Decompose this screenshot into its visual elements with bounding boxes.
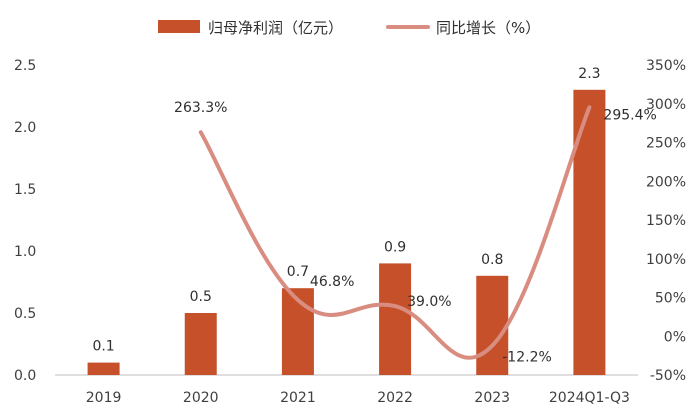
x-tick-label: 2023 <box>474 390 510 406</box>
legend: 归母净利润（亿元） 同比增长（%） <box>158 19 540 37</box>
growth-line <box>198 105 592 360</box>
left-tick-label: 0.5 <box>14 306 36 322</box>
left-tick-label: 0.0 <box>14 368 36 384</box>
x-tick-label: 2020 <box>183 390 219 406</box>
right-tick-label: 0% <box>664 329 686 345</box>
left-tick-label: 1.5 <box>14 182 36 198</box>
bar-series <box>87 89 606 376</box>
right-tick-label: 50% <box>655 291 686 307</box>
growth-value-label: 46.8% <box>310 274 354 290</box>
right-tick-label: 200% <box>646 174 686 190</box>
bar <box>281 288 314 375</box>
bar-value-label: 0.5 <box>190 289 212 305</box>
x-tick-label: 2022 <box>377 390 413 406</box>
x-tick-label: 2019 <box>86 390 122 406</box>
x-tick-label: 2021 <box>280 390 316 406</box>
right-tick-label: 100% <box>646 252 686 268</box>
bar-value-label: 0.7 <box>287 264 309 280</box>
bar-value-label: 0.9 <box>384 239 406 255</box>
legend-line-label: 同比增长（%） <box>436 19 540 37</box>
bar-value-label: 0.1 <box>92 339 114 355</box>
x-axis-labels: 2019 2020 2021 2022 2023 2024Q1-Q3 <box>86 390 630 406</box>
x-tick-label: 2024Q1-Q3 <box>549 390 630 406</box>
growth-value-label: 39.0% <box>407 294 451 310</box>
right-tick-label: 150% <box>646 213 686 229</box>
bar <box>87 362 120 375</box>
right-tick-label: -50% <box>650 368 686 384</box>
bar-value-label: 2.3 <box>578 66 600 82</box>
left-tick-label: 2.0 <box>14 120 36 136</box>
growth-value-label: 295.4% <box>603 107 656 123</box>
bar-value-label: 0.8 <box>481 252 503 268</box>
right-axis: -50% 0% 50% 100% 150% 200% 250% 300% 350% <box>646 58 686 384</box>
line-series <box>198 105 592 360</box>
bar <box>379 263 412 375</box>
growth-value-label: -12.2% <box>502 350 552 366</box>
left-tick-label: 1.0 <box>14 244 36 260</box>
growth-value-label: 263.3% <box>174 100 227 116</box>
bar <box>184 313 217 375</box>
right-tick-label: 350% <box>646 58 686 74</box>
left-tick-label: 2.5 <box>14 58 36 74</box>
right-tick-label: 300% <box>646 97 686 113</box>
right-tick-label: 250% <box>646 136 686 152</box>
bar <box>476 275 509 375</box>
left-axis: 0.0 0.5 1.0 1.5 2.0 2.5 <box>14 58 36 384</box>
legend-bar-label: 归母净利润（亿元） <box>208 19 343 37</box>
legend-bar-swatch <box>158 20 200 33</box>
data-labels: 0.1 0.5 0.7 0.9 0.8 2.3 263.3% 46.8% 39.0% -12.2%… <box>92 66 656 366</box>
